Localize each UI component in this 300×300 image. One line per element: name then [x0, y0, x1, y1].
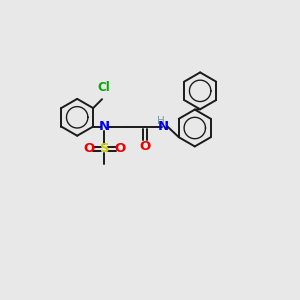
Text: H: H [157, 116, 165, 127]
Text: Cl: Cl [97, 81, 110, 94]
Text: N: N [158, 120, 169, 133]
Text: O: O [114, 142, 125, 155]
Text: O: O [83, 142, 94, 155]
Text: N: N [99, 120, 110, 133]
Text: S: S [100, 142, 109, 155]
Text: O: O [140, 140, 151, 153]
